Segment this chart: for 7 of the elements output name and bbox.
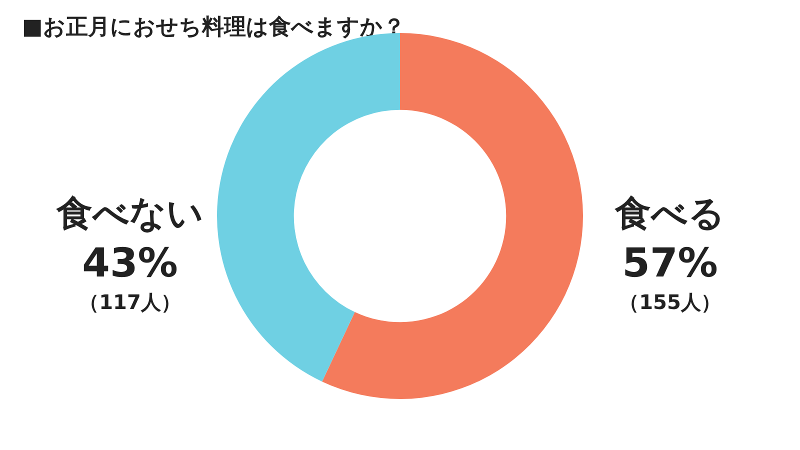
slice-label: 食べる: [614, 193, 725, 234]
text: （117人）: [79, 290, 181, 314]
slice-label: 食べない: [56, 193, 204, 234]
data-label: 57%: [622, 240, 718, 286]
data-label: 43%: [82, 240, 178, 286]
chart-title: ■お正月におせち料理は食べますか？: [22, 14, 405, 42]
text: （155人）: [619, 290, 721, 314]
